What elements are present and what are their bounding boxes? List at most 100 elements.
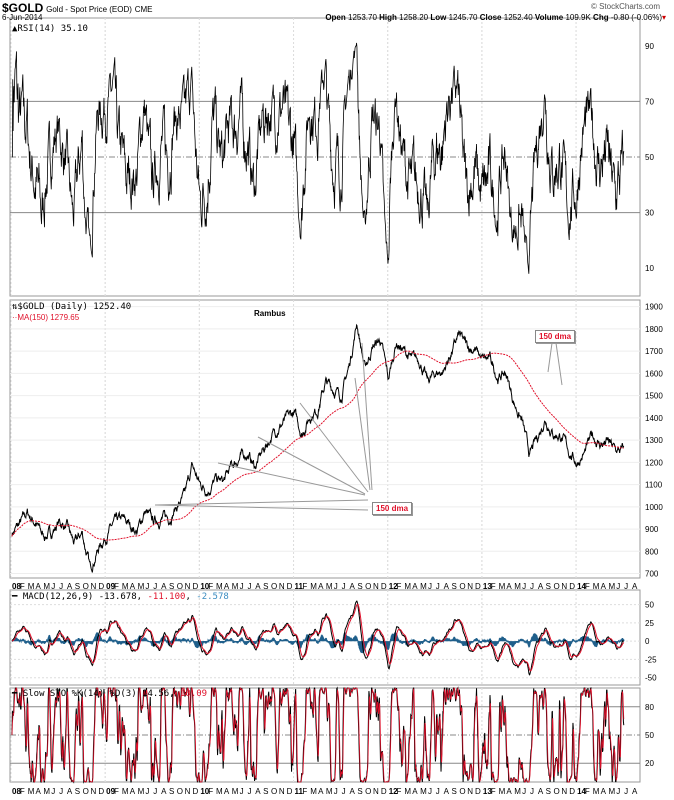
x-axis-label: J [145,787,149,796]
x-axis-label: J [153,582,157,591]
trend-line [299,402,369,493]
x-axis-label: D [193,787,199,796]
x-axis-label: J [342,582,346,591]
rsi-legend: ▲RSI(14) 35.10 [12,24,88,34]
x-axis-label: 08 [12,582,21,591]
close-value: 1252.40 [503,13,533,22]
security-name: Gold - Spot Price (EOD) [46,5,132,14]
x-axis-label: M [28,582,35,591]
rsi-title: RSI(14) 35.10 [17,24,88,34]
price-axis-label: 900 [645,525,659,534]
macd-signal-line [11,603,625,672]
x-axis-label: 13 [483,787,492,796]
macd-axis-label: 0 [645,637,650,646]
x-axis-label: 11 [295,582,304,591]
trend-line [154,499,369,506]
sto-d-value: 10.09 [180,689,208,699]
macd-signal-value: -11.100 [147,592,186,602]
sto-d-line [11,686,625,783]
x-axis-label: A [224,787,230,796]
x-axis-label: M [310,582,317,591]
x-axis-label: N [373,582,379,591]
x-axis-label: 11 [295,787,304,796]
price-axis-label: 1200 [645,458,663,467]
x-axis-label: A [67,582,73,591]
exchange: CME [134,5,153,14]
x-axis-label: D [569,787,575,796]
x-axis-label: F [397,787,402,796]
x-axis-label: 14 [577,582,586,591]
x-axis-label: 10 [200,787,209,796]
x-axis-label: J [616,582,620,591]
open-label: Open [325,13,346,22]
chg-value: -0.80 (-0.06%) [610,13,662,22]
volume-value: 109.9K [565,13,591,22]
x-axis-label: O [177,787,183,796]
trend-line [154,504,369,511]
x-axis-label: O [83,582,89,591]
x-axis-label: J [530,582,534,591]
sto-axis-label: 50 [645,731,654,740]
x-axis-label: M [216,582,223,591]
x-axis-label: M [420,582,427,591]
x-axis-label: M [43,582,50,591]
x-axis-label: N [90,787,96,796]
sto-title: Slow STO %K(14) %D(3) [22,689,137,699]
rsi-line [11,42,625,274]
x-axis-label: M [28,787,35,796]
x-axis-label: J [240,787,244,796]
x-axis-label: J [428,787,432,796]
panel-frame-1 [9,299,641,579]
x-axis-label: M [138,582,145,591]
rsi-axis-label: 10 [645,264,654,273]
x-axis-label: J [522,582,526,591]
x-axis-label: J [334,787,338,796]
ohlc-summary: Open 1253.70 High 1258.20 Low 1245.70 Cl… [325,13,666,22]
x-axis-label: M [404,787,411,796]
x-axis-label: 09 [106,582,115,591]
x-axis-label: D [287,582,293,591]
x-axis-label: J [436,787,440,796]
x-axis-label: D [381,582,387,591]
x-axis-label: M [499,582,506,591]
x-axis-label: A [444,787,450,796]
x-axis-label: F [302,582,307,591]
x-axis-label: A [36,787,42,796]
x-axis-label: 13 [483,582,492,591]
x-axis-label: M [138,787,145,796]
chart-date: 6-Jun-2014 [2,13,43,22]
high-value: 1258.20 [399,13,429,22]
x-axis-label: M [514,787,521,796]
x-axis-label: J [51,582,55,591]
ma-legend: ··MA(150) 1279.65 [12,313,80,322]
x-axis-label: M [122,787,129,796]
x-axis-label: A [318,582,324,591]
x-axis-label: J [59,582,63,591]
x-axis-label: J [522,787,526,796]
x-axis-label: A [349,787,355,796]
x-axis-label: O [365,582,371,591]
macd-title: MACD(12,26,9) [22,592,94,602]
x-axis-label: F [114,582,119,591]
x-axis-label: F [20,582,25,591]
price-axis-label: 1600 [645,369,663,378]
x-axis-label: A [601,787,607,796]
close-label: Close [479,13,502,22]
chg-label: Chg [593,13,609,22]
x-axis-label: A [130,582,136,591]
panel-frame-2 [9,589,641,686]
x-axis-label: J [530,787,534,796]
high-label: High [379,13,397,22]
price-axis-label: 1800 [645,325,663,334]
x-axis-label: A [36,582,42,591]
x-axis-label: M [232,582,239,591]
x-axis-label: A [224,582,230,591]
bar-icon: ⇅ [12,302,18,312]
ma-title: MA(150) 1279.65 [17,313,80,322]
x-axis-label: O [459,582,465,591]
trend-line [361,342,373,491]
macd-axis-label: 50 [645,601,654,610]
x-axis-label: D [475,582,481,591]
x-axis-label: N [90,582,96,591]
